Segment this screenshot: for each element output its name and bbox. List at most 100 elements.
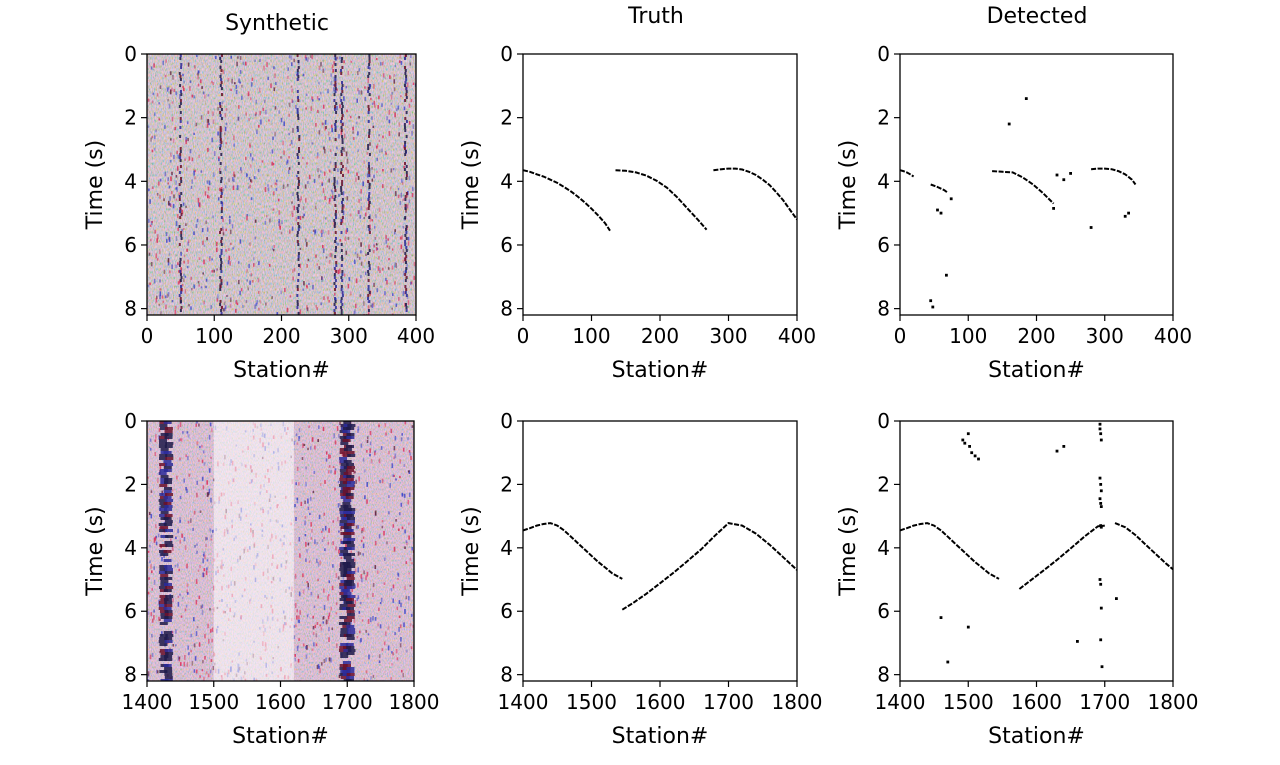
heatmap-band (339, 520, 348, 523)
heatmap-speckle (401, 433, 403, 436)
heatmap-speckle (205, 278, 208, 282)
heatmap-speckle (318, 98, 320, 101)
heatmap-speckle (188, 239, 190, 243)
heatmap-band (334, 69, 337, 72)
heatmap-speckle (200, 79, 202, 84)
heatmap-speckle (314, 624, 317, 629)
heatmap-speckle (383, 582, 386, 585)
heatmap-band (346, 616, 355, 619)
heatmap-band (334, 195, 337, 198)
heatmap-band (159, 529, 168, 532)
heatmap-speckle (199, 675, 201, 678)
heatmap-speckle (196, 421, 198, 424)
heatmap-band (404, 153, 407, 156)
heatmap-speckle (365, 253, 367, 256)
heatmap-noise (147, 54, 416, 315)
heatmap-speckle (147, 476, 149, 479)
heatmap-band (179, 273, 182, 276)
heatmap-speckle (292, 100, 294, 103)
heatmap-band (164, 430, 173, 433)
heatmap-speckle (180, 267, 182, 271)
heatmap-speckle (400, 61, 403, 65)
heatmap-speckle (158, 181, 160, 186)
heatmap-speckle (179, 422, 182, 428)
heatmap-band (220, 87, 223, 90)
heatmap-band (405, 237, 408, 240)
heatmap-band (164, 505, 173, 508)
heatmap-speckle (189, 149, 192, 154)
heatmap-band (346, 679, 354, 681)
heatmap-speckle (223, 308, 225, 312)
heatmap-speckle (191, 94, 194, 98)
heatmap-band (333, 312, 336, 315)
heatmap-speckle (186, 583, 189, 588)
heatmap-speckle (181, 533, 183, 538)
heatmap-speckle (323, 296, 325, 300)
heatmap-speckle (278, 218, 280, 223)
heatmap-speckle (259, 59, 261, 62)
heatmap-speckle (291, 62, 293, 66)
heatmap-speckle (309, 512, 311, 515)
y-tick-label: 0 (500, 42, 513, 66)
heatmap-speckle (187, 520, 190, 524)
heatmap-band (164, 640, 173, 643)
heatmap-speckle (182, 85, 184, 89)
y-tick-label: 2 (500, 472, 513, 496)
heatmap-speckle (254, 219, 257, 223)
heatmap-speckle (274, 73, 276, 79)
detected-point (1098, 578, 1102, 581)
heatmap-speckle (278, 110, 280, 114)
heatmap-speckle (246, 174, 248, 177)
heatmap-speckle (345, 229, 347, 234)
heatmap-speckle (337, 480, 340, 484)
heatmap-speckle (402, 198, 405, 201)
heatmap-speckle (185, 605, 188, 608)
heatmap-speckle (169, 71, 172, 76)
heatmap-speckle (404, 609, 406, 614)
heatmap-speckle (209, 608, 211, 611)
heatmap-band (347, 571, 356, 574)
heatmap-speckle (161, 631, 163, 637)
heatmap-speckle (374, 565, 377, 569)
heatmap-speckle (343, 599, 345, 605)
heatmap-speckle (391, 248, 394, 251)
heatmap-speckle (332, 69, 334, 73)
heatmap-band (298, 147, 300, 150)
heatmap-speckle (199, 510, 202, 513)
heatmap-band (164, 637, 173, 640)
heatmap-speckle (322, 188, 325, 194)
heatmap-speckle (225, 122, 228, 126)
heatmap-speckle (169, 196, 171, 201)
heatmap-speckle (193, 510, 196, 515)
heatmap-speckle (178, 656, 181, 660)
title-synthetic: Synthetic (225, 11, 329, 36)
x-tick-label: 400 (778, 324, 816, 348)
heatmap-band (341, 105, 344, 108)
heatmap-speckle (321, 662, 323, 666)
heatmap-speckle (187, 645, 189, 650)
heatmap-speckle (413, 261, 416, 267)
heatmap-speckle (388, 245, 391, 250)
heatmap-band (340, 186, 343, 189)
heatmap-speckle (376, 157, 378, 162)
heatmap-speckle (356, 253, 359, 258)
heatmap-speckle (369, 448, 371, 453)
heatmap-speckle (400, 602, 402, 608)
heatmap-speckle (207, 147, 209, 152)
heatmap-speckle (407, 437, 409, 441)
heatmap-speckle (191, 288, 193, 291)
heatmap-speckle (404, 421, 407, 425)
heatmap-band (333, 93, 336, 96)
heatmap-speckle (384, 557, 386, 561)
heatmap-speckle (367, 633, 370, 636)
heatmap-speckle (331, 627, 334, 630)
heatmap-speckle (328, 137, 331, 141)
heatmap-band (368, 216, 371, 219)
heatmap-speckle (296, 73, 298, 77)
heatmap-speckle (372, 582, 375, 588)
heatmap-speckle (225, 228, 227, 231)
heatmap-fade (213, 421, 294, 681)
heatmap-band (297, 183, 300, 186)
heatmap-band (343, 664, 351, 667)
heatmap-band (368, 201, 371, 204)
